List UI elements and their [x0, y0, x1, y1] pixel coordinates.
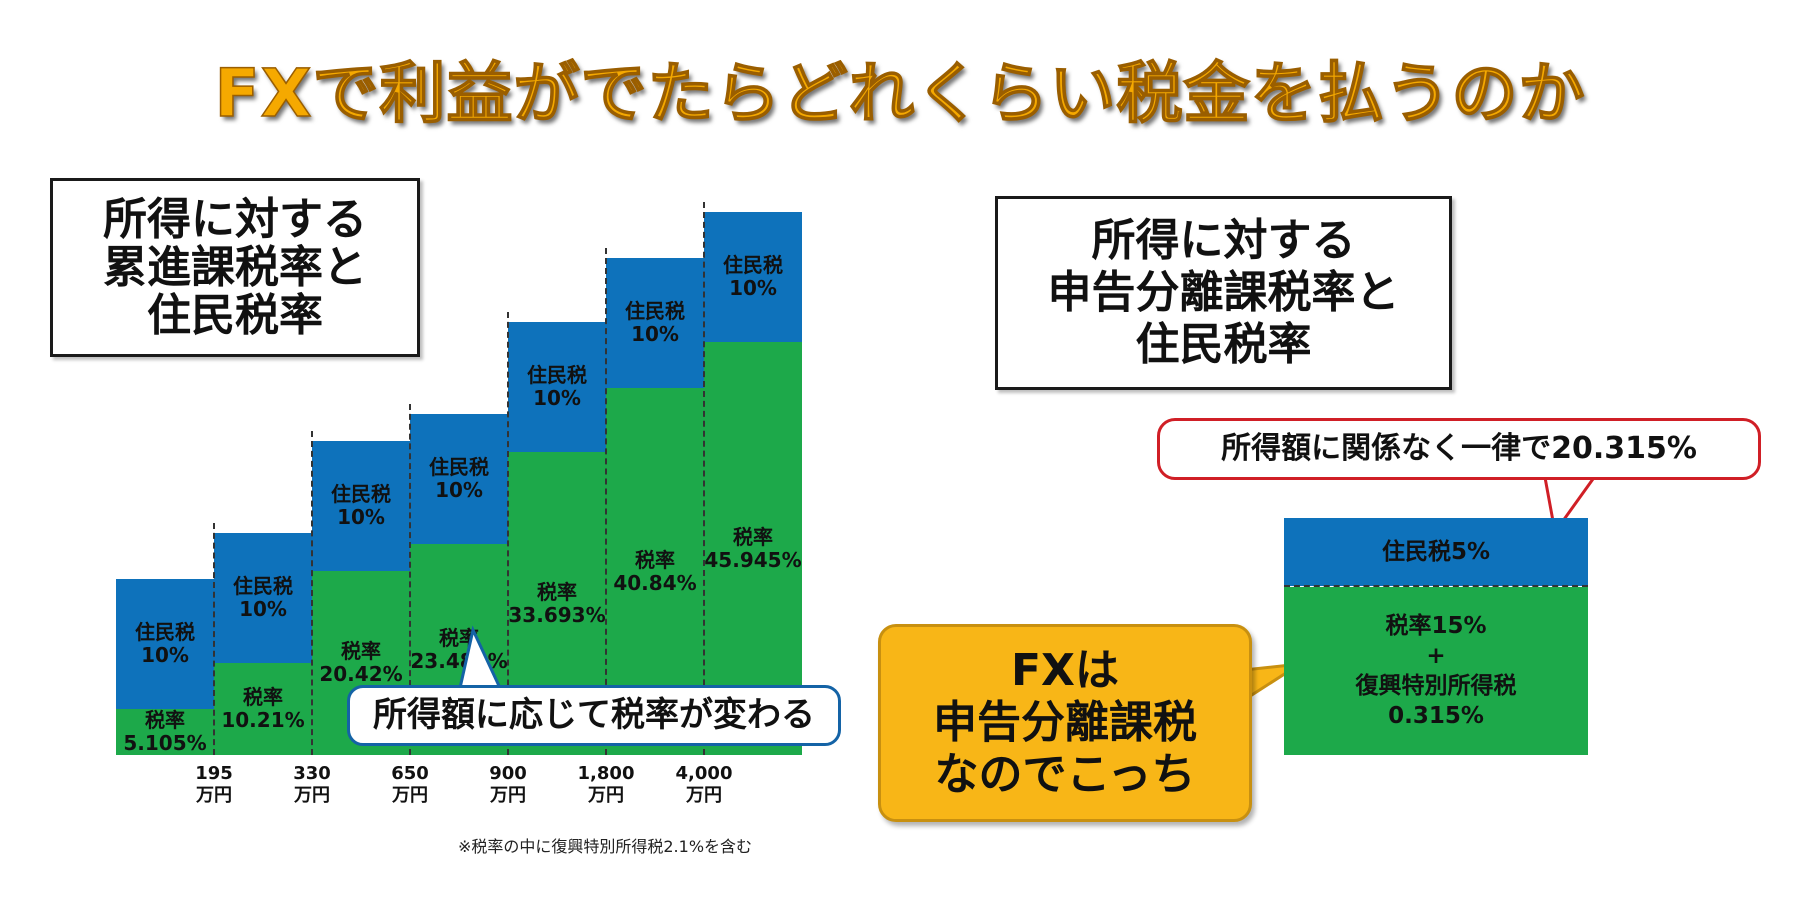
resident-tax-label-line: 10% — [337, 505, 385, 529]
rate-line: 復興特別所得税 — [1355, 673, 1517, 699]
flat-rate-callout: 所得額に関係なく一律で20.315% — [1157, 418, 1761, 480]
separate-tax-resident-segment: 住民税5% — [1284, 518, 1588, 586]
separate-tax-rate-segment: 税率15% + 復興特別所得税 0.315% — [1284, 587, 1588, 755]
resident-tax-label-line: 10% — [435, 478, 483, 502]
resident-tax-bar: 住民税 10% — [410, 414, 508, 544]
bracket-divider — [409, 404, 411, 755]
heading-line: 所得に対する — [1091, 215, 1356, 266]
resident-tax-bar: 住民税 10% — [606, 258, 704, 388]
tax-rate-label-line: 税率 — [733, 524, 773, 549]
x-tick-label: 330 万円 — [267, 763, 357, 807]
resident-tax-bar: 住民税 10% — [312, 441, 410, 571]
heading-line: 住民税率 — [1135, 319, 1312, 370]
resident-tax-label-line: 10% — [729, 276, 777, 300]
bracket-divider — [605, 248, 607, 755]
rate-line: 0.315% — [1388, 703, 1484, 729]
resident-tax-label-line: 住民税 — [233, 574, 293, 598]
rate-line: + — [1426, 643, 1446, 669]
resident-tax-bar: 住民税 10% — [214, 533, 312, 663]
tax-rate-label-line: 45.945% — [704, 547, 802, 572]
tax-rate-label-line: 40.84% — [613, 570, 697, 595]
x-tick-label: 4,000 万円 — [659, 763, 749, 807]
tax-rate-label-line: 税率 — [145, 708, 185, 732]
resident-tax-label-line: 住民税 — [625, 299, 685, 323]
x-tick-line: 330 — [293, 763, 331, 784]
heading-line: 所得に対する — [103, 193, 367, 245]
tax-rate-label-line: 税率 — [635, 547, 675, 572]
heading-line: 累進課税率と — [103, 241, 367, 293]
x-tick-line: 万円 — [294, 785, 330, 806]
resident-tax-label-line: 住民税 — [331, 482, 391, 506]
x-tick-label: 1,800 万円 — [561, 763, 651, 807]
x-tick-line: 万円 — [392, 785, 428, 806]
resident-tax-label-line: 10% — [533, 386, 581, 410]
progressive-callout-tail — [458, 625, 503, 690]
progressive-callout: 所得額に応じて税率が変わる — [347, 685, 841, 746]
bracket-divider — [507, 312, 509, 755]
resident-tax-label-line: 10% — [141, 643, 189, 667]
heading-line: 申告分離課税率と — [1047, 267, 1400, 318]
tax-rate-label-line: 10.21% — [221, 708, 305, 732]
resident-tax-label-line: 住民税 — [429, 455, 489, 479]
x-tick-label: 195 万円 — [169, 763, 259, 807]
heading-line: 住民税率 — [147, 289, 323, 341]
tax-rate-label-line: 税率 — [537, 579, 577, 604]
x-tick-label: 900 万円 — [463, 763, 553, 807]
tax-rate-bar: 税率 5.105% — [116, 709, 214, 755]
progressive-tax-heading-box: 所得に対する 累進課税率と 住民税率 — [50, 178, 420, 357]
segment-divider — [1284, 585, 1588, 587]
x-tick-line: 195 — [195, 763, 233, 784]
x-tick-line: 1,800 — [577, 763, 635, 784]
resident-tax-label-line: 住民税 — [723, 253, 783, 277]
x-tick-line: 900 — [489, 763, 527, 784]
tax-rate-label-line: 税率 — [243, 685, 283, 709]
resident-tax-label-line: 住民税 — [135, 620, 195, 644]
tax-rate-label-line: 33.693% — [508, 602, 606, 627]
resident-tax-bar: 住民税 10% — [116, 579, 214, 709]
x-tick-line: 4,000 — [675, 763, 733, 784]
x-tick-label: 650 万円 — [365, 763, 455, 807]
resident-tax-label-line: 10% — [239, 597, 287, 621]
x-tick-line: 650 — [391, 763, 429, 784]
resident-tax-bar: 住民税 10% — [704, 212, 802, 342]
tax-rate-bar: 税率 10.21% — [214, 663, 312, 755]
tax-rate-label-line: 5.105% — [123, 731, 207, 755]
tax-rate-label-line: 20.42% — [319, 662, 403, 686]
tax-rate-label-line: 税率 — [341, 639, 381, 663]
fx-callout: FXは 申告分離課税 なのでこっち — [878, 624, 1252, 822]
separate-tax-heading-box: 所得に対する 申告分離課税率と 住民税率 — [995, 196, 1452, 390]
rate-line: 税率15% — [1385, 613, 1487, 639]
footnote: ※税率の中に復興特別所得税2.1%を含む — [457, 837, 753, 856]
resident-tax-label-line: 10% — [631, 322, 679, 346]
bracket-divider — [311, 431, 313, 755]
resident-tax-label-line: 住民税 — [527, 363, 587, 387]
x-tick-line: 万円 — [588, 785, 624, 806]
x-tick-line: 万円 — [686, 785, 722, 806]
bracket-divider — [703, 202, 705, 755]
bracket-divider — [213, 523, 215, 755]
fx-callout-line: なのでこっち — [934, 749, 1196, 800]
resident-tax-bar: 住民税 10% — [508, 322, 606, 452]
page-title: FXで利益がでたらどれくらい税金を払うのか — [214, 54, 1586, 133]
fx-callout-line: FXは — [1011, 645, 1119, 696]
fx-callout-line: 申告分離課税 — [933, 697, 1197, 748]
x-tick-line: 万円 — [196, 785, 232, 806]
x-tick-line: 万円 — [490, 785, 526, 806]
resident-tax-label: 住民税5% — [1381, 538, 1491, 565]
